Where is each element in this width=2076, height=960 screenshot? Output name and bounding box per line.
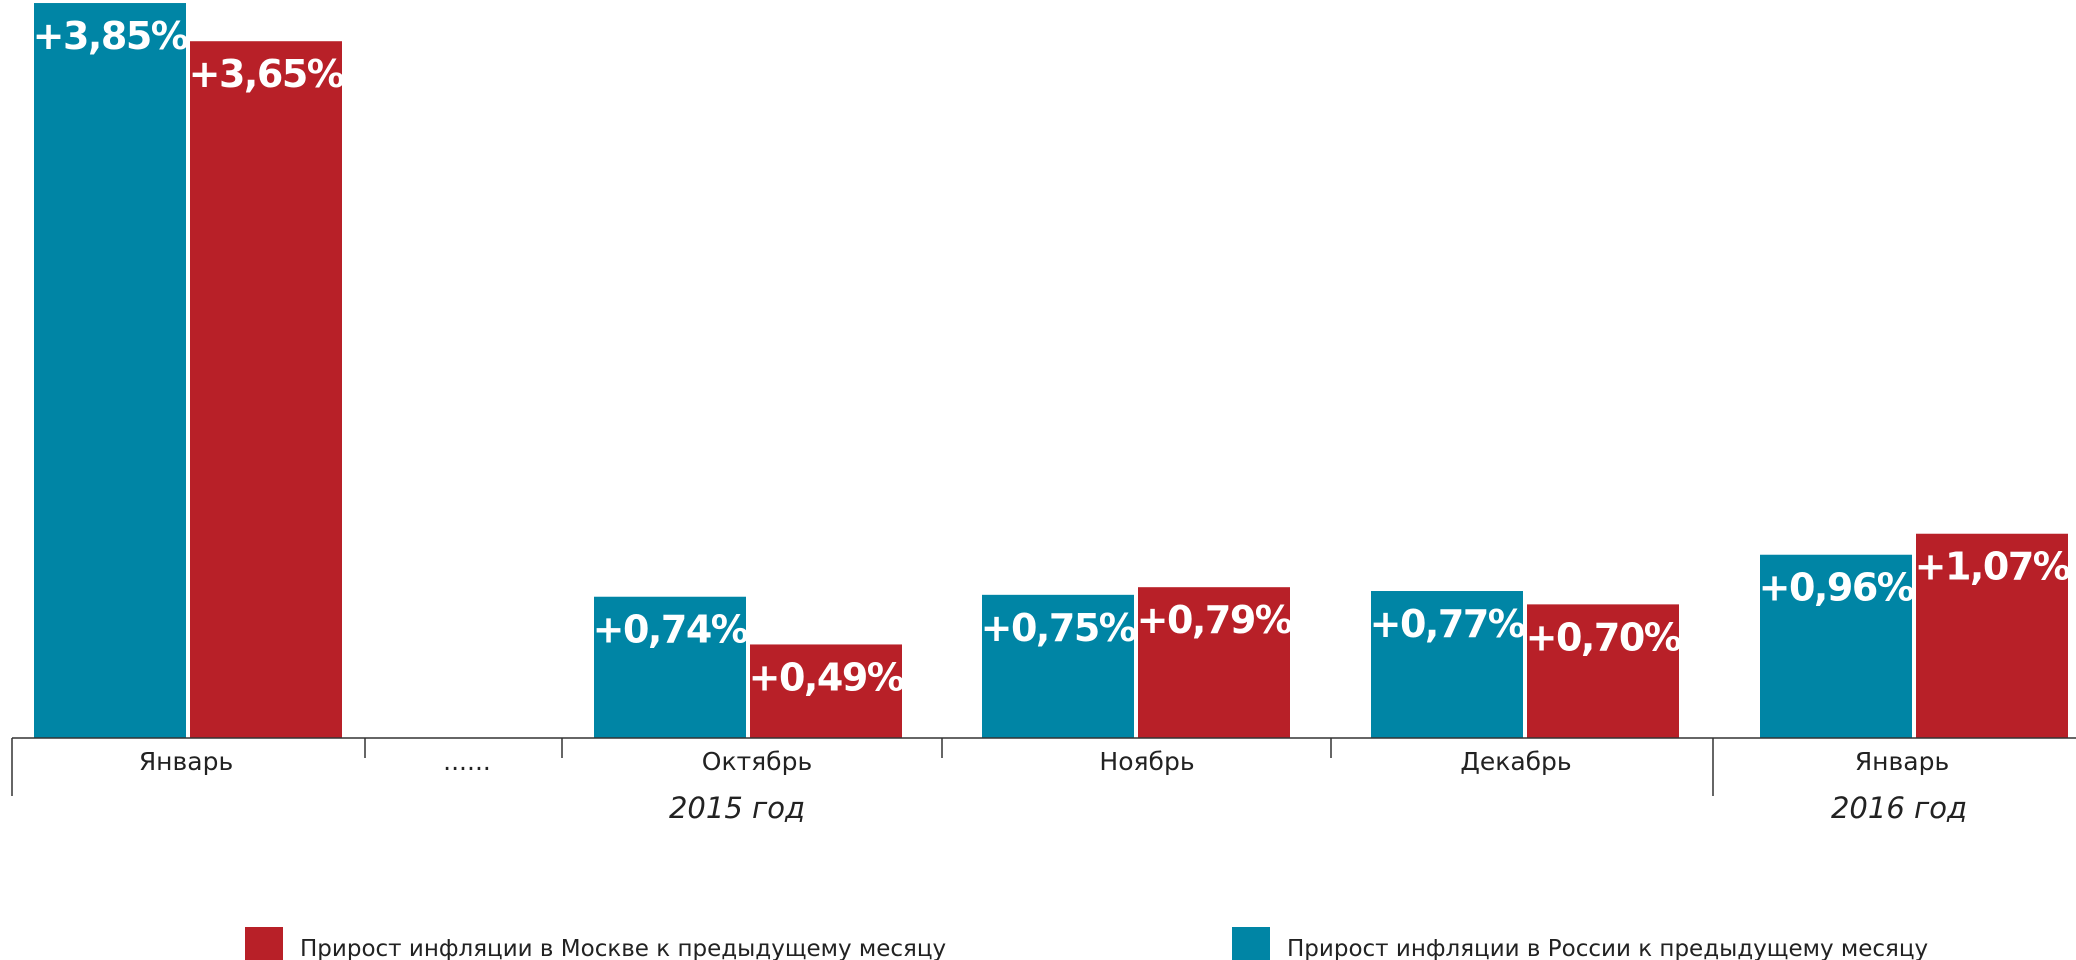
category-label: Январь: [139, 747, 233, 776]
bar-value-label: +0,96%: [1759, 566, 1914, 610]
legend-label: Прирост инфляции в России к предыдущему …: [1287, 936, 1928, 960]
bar-value-label: +0,75%: [981, 606, 1136, 650]
bar-value-label: +1,07%: [1915, 545, 2070, 589]
year-label: 2016 год: [1831, 791, 1967, 825]
x-axis: Январь...... Октябрь Ноябрь Декабрь Январь 20…: [11, 737, 2076, 825]
bar-russia-3: [982, 594, 1134, 738]
category-label: Декабрь: [1460, 747, 1571, 776]
category-label: ......: [443, 747, 491, 776]
category-label: Ноябрь: [1099, 747, 1194, 776]
bars-group: +3,85% +0,74% +0,75% +0,77% +0,96% +3,65% +0,4…: [33, 3, 2071, 739]
bar-value-label: +3,65%: [189, 52, 344, 96]
legend-label: Прирост инфляции в Москве к предыдущему …: [300, 936, 946, 960]
category-label: Октябрь: [702, 747, 812, 776]
legend-swatch: [1232, 927, 1270, 960]
legend-swatch: [245, 927, 283, 960]
bar-value-label: +0,70%: [1526, 615, 1681, 659]
bar-russia-2: [594, 596, 746, 738]
bar-value-label: +3,85%: [33, 14, 188, 58]
bar-moscow-3: [1138, 587, 1290, 738]
bar-value-label: +0,74%: [593, 608, 748, 652]
bar-russia-4: [1371, 591, 1523, 738]
year-label: 2015 год: [669, 791, 805, 825]
legend: Прирост инфляции в Москве к предыдущему …: [245, 927, 1928, 960]
category-label: Январь: [1855, 747, 1949, 776]
bar-moscow-5: [1916, 533, 2068, 738]
bar-value-label: +0,49%: [749, 655, 904, 699]
bar-moscow-2: [750, 644, 902, 738]
bar-russia-5: [1760, 554, 1912, 738]
bar-value-label: +0,77%: [1370, 602, 1525, 646]
bar-value-label: +0,79%: [1137, 598, 1292, 642]
bar-russia-0: [34, 3, 186, 739]
bar-moscow-0: [190, 41, 342, 738]
bar-moscow-4: [1527, 604, 1679, 738]
